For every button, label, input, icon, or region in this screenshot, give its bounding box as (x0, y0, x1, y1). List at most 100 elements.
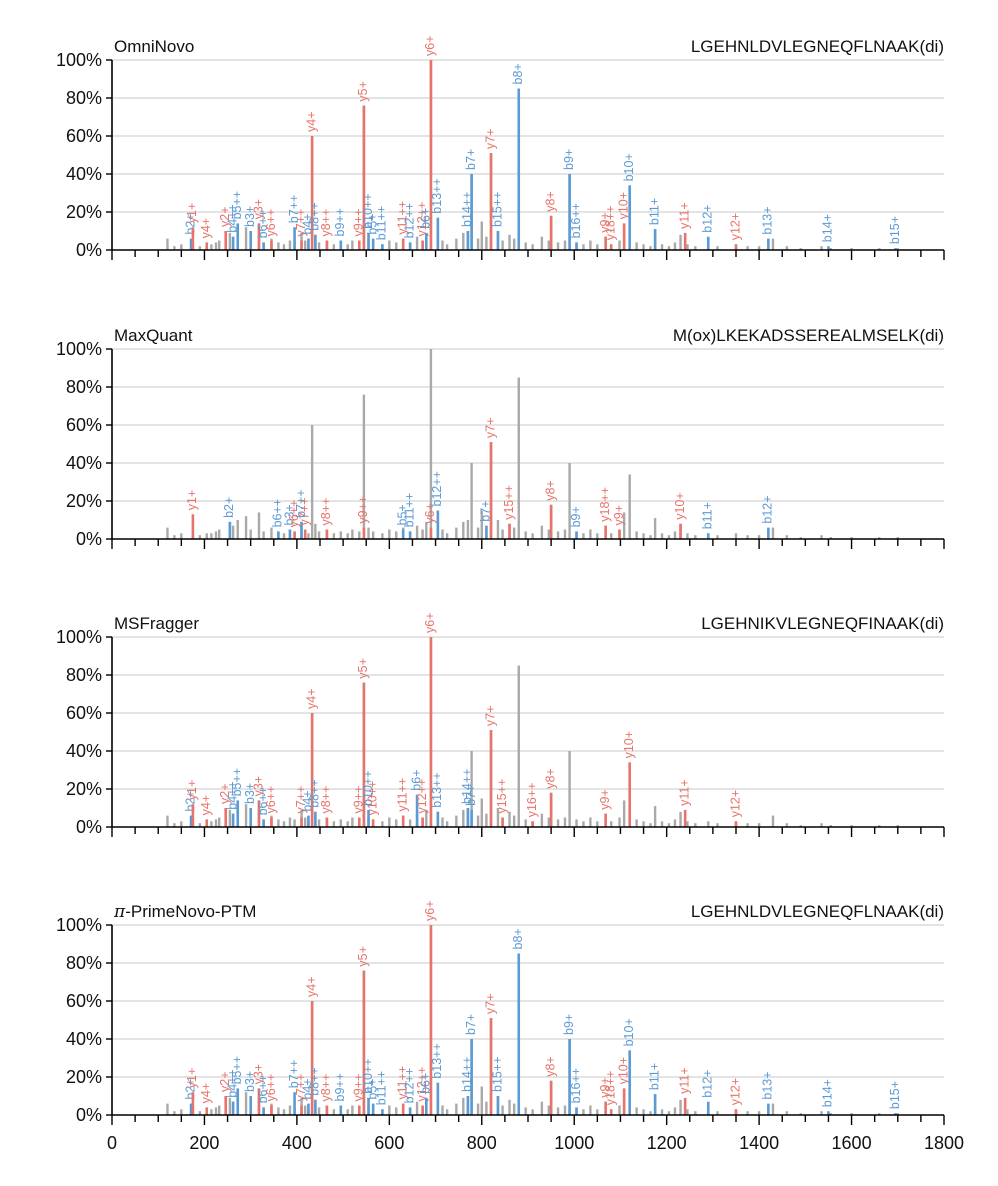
y-tick-label: 0% (76, 817, 102, 837)
b-ion-label: b10++ (361, 1058, 375, 1093)
y-ion-label: y6++ (287, 500, 301, 528)
b-ion-label: b7++ (287, 1060, 301, 1089)
b-ion-label: b16++ (569, 1068, 583, 1103)
y-ion-label: y3+ (251, 199, 265, 220)
y-ion-label: y6+ (423, 612, 437, 633)
y-tick-label: 60% (66, 991, 102, 1011)
y-tick-label: 100% (56, 627, 102, 647)
y-ion-label: y10+ (673, 492, 687, 519)
b-ion-label: b11++ (375, 206, 389, 241)
y-ion-label: y4+ (304, 111, 318, 132)
y-ion-label: y8++ (319, 786, 333, 814)
b-ion-label: b14++ (460, 769, 474, 804)
y-tick-label: 40% (66, 1029, 102, 1049)
panel-title: MSFragger (114, 614, 199, 633)
panel-title-prefix: π (113, 902, 126, 922)
y-ion-label: y4+ (304, 976, 318, 997)
y-ion-label: y11+ (677, 1067, 691, 1094)
panel-peptide: LGEHNLDVLEGNEQFLNAAK(di) (691, 902, 944, 921)
b-ion-label: b8++ (308, 202, 322, 231)
spectrum-panel: b2+y1+y4+y2+b4++b5++b3+y3+b6++y6++ b7++y7… (56, 900, 945, 1125)
y-tick-label: 100% (56, 339, 102, 359)
y-tick-label: 20% (66, 202, 102, 222)
b-ion-label: b3+ (243, 783, 257, 804)
panel-title: OmniNovo (114, 37, 194, 56)
x-tick-label: 1800 (924, 1133, 964, 1153)
spectrum-panel: y1+ b2+ b6++b3+y6++b7++y7++ y8++ y9++ b5+b11+… (56, 326, 945, 549)
spectrum-panel: b2+y1+y4+y2+b4++b5++b3+y3+b6++y6++ b7++y7… (56, 35, 945, 260)
panels-layer: b2+y1+y4+y2+b4++b5++b3+y3+b6++y6++ b7++y7… (56, 35, 964, 1153)
y-tick-label: 0% (76, 240, 102, 260)
b-ion-label: b12++ (402, 1068, 416, 1103)
y-ion-label: y1+ (185, 203, 199, 224)
b-ion-label: b16++ (569, 203, 583, 238)
b-ion-label: b6++ (256, 1075, 270, 1104)
b-ion-label: b12++ (430, 471, 444, 506)
x-tick-label: 600 (374, 1133, 404, 1153)
x-tick-label: 800 (467, 1133, 497, 1153)
b-ion-label: b8++ (308, 779, 322, 808)
y-ion-label: y12++ (415, 202, 429, 237)
y-tick-label: 100% (56, 915, 102, 935)
y-ion-label: y10++ (365, 781, 379, 816)
y-ion-label: y5+ (356, 946, 370, 967)
y-ion-label: y10+ (616, 192, 630, 219)
b-ion-label: b15+ (888, 216, 902, 244)
x-tick-label: 1000 (554, 1133, 594, 1153)
panel-title-text: MaxQuant (114, 326, 193, 345)
y-ion-label: y6++ (264, 209, 278, 237)
y-ion-label: y11++ (395, 778, 409, 812)
b-ion-label: b9++ (333, 1073, 347, 1102)
y-ion-label: y10+ (616, 1057, 630, 1084)
spectrum-panel: b2+y1+y4+y2+b4++b5++b3+y3+b6++y6++ y7++b4… (56, 612, 945, 837)
b-ion-label: b8++ (308, 1067, 322, 1096)
y-tick-label: 60% (66, 126, 102, 146)
y-tick-label: 40% (66, 453, 102, 473)
y-tick-label: 20% (66, 779, 102, 799)
y-ion-label: y7+ (483, 418, 497, 439)
b-ion-label: b7+ (479, 500, 493, 521)
y-ion-label: y1+ (185, 1068, 199, 1089)
y-tick-label: 0% (76, 1105, 102, 1125)
y-tick-label: 80% (66, 88, 102, 108)
y-ion-label: y1+ (185, 780, 199, 801)
b-ion-label: b9+ (562, 1014, 576, 1035)
y-tick-label: 20% (66, 491, 102, 511)
y-ion-label: y3+ (251, 776, 265, 797)
y-ion-label: y8+ (543, 480, 557, 501)
b-ion-label: b12+ (701, 1070, 715, 1098)
y-ion-label: y12+ (728, 790, 742, 817)
y-ion-label: y8++ (319, 209, 333, 237)
y-ion-label: y6++ (264, 786, 278, 814)
panel-title-text: OmniNovo (114, 37, 194, 56)
b-ion-label: b7++ (294, 489, 308, 518)
y-ion-label: y7++ (298, 498, 312, 526)
panel-title-text: MSFragger (114, 614, 199, 633)
y-ion-label: y15++ (495, 779, 509, 814)
y-ion-label: y8++ (319, 498, 333, 526)
y-ion-label: y9+ (612, 505, 626, 526)
b-ion-label: b13++ (430, 772, 444, 807)
y-tick-label: 80% (66, 953, 102, 973)
y-ion-label: y9++ (352, 1074, 366, 1102)
y-tick-label: 60% (66, 703, 102, 723)
y-tick-label: 60% (66, 415, 102, 435)
b-ion-label: b7++ (287, 195, 301, 224)
y-ion-label: y12+ (728, 1078, 742, 1105)
b-ion-label: b3+ (243, 1071, 257, 1092)
y-ion-label: y18++ (598, 487, 612, 522)
panel-peptide: LGEHNLDVLEGNEQFLNAAK(di) (691, 37, 944, 56)
y-ion-label: y7++ (294, 1074, 308, 1102)
b-ion-label: b14+ (821, 214, 835, 242)
y-ion-label: y5+ (356, 658, 370, 679)
b-ion-label: b11+ (647, 1063, 661, 1090)
b-ion-label: b15++ (490, 1057, 504, 1092)
b-ion-label: b10++ (361, 770, 375, 805)
y-tick-label: 80% (66, 377, 102, 397)
y-ion-label: y12++ (415, 1067, 429, 1102)
b-ion-label: b4++ (225, 781, 239, 810)
b-ion-label: b3+ (282, 504, 296, 525)
x-tick-label: 1200 (647, 1133, 687, 1153)
y-ion-label: y1+ (185, 490, 199, 511)
x-tick-label: 1600 (832, 1133, 872, 1153)
